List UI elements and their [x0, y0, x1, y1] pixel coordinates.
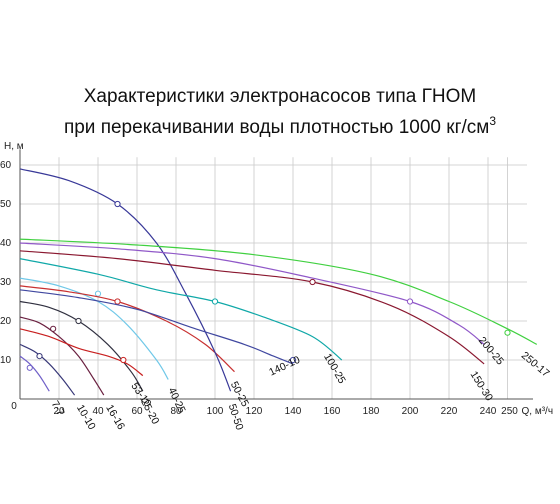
- curve-150-30: [19, 250, 485, 365]
- y-tick-label-2: 30: [0, 277, 12, 288]
- x-tick-label-11: 220: [441, 406, 458, 417]
- curve-40-25: [19, 277, 169, 380]
- x-tick-label-5: 100: [207, 406, 224, 417]
- curve-50-50: [19, 168, 232, 392]
- curve-label-140-10: 140-10: [267, 354, 302, 379]
- operating-point-100-25: [211, 298, 219, 305]
- operating-point-50-50: [114, 200, 121, 208]
- operating-point-40-25: [94, 290, 102, 297]
- x-tick-label-4: 80: [170, 406, 182, 417]
- operating-point-53-10: [120, 356, 127, 364]
- y-axis-label: Н, м: [4, 141, 24, 152]
- curve-label-250-17: 250-17: [519, 350, 552, 380]
- operating-point-150-30: [309, 278, 316, 286]
- x-tick-label-7: 140: [285, 406, 302, 417]
- y-tick-label-5: 60: [0, 160, 12, 171]
- operating-point-25-20: [75, 317, 82, 325]
- y-tick-label-3: 40: [0, 238, 12, 249]
- y-tick-label-0: 10: [0, 355, 12, 366]
- curve-7-7: [19, 355, 50, 392]
- operating-point-200-25: [406, 298, 414, 305]
- x-tick-label-8: 160: [324, 406, 341, 417]
- x-tick-label-9: 180: [363, 406, 380, 417]
- curve-label-150-30: 150-30: [468, 369, 496, 403]
- x-tick-label-3: 60: [131, 406, 143, 417]
- curve-25-20: [19, 300, 144, 392]
- curve-label-200-25: 200-25: [476, 335, 506, 368]
- y-tick-label-1: 20: [0, 316, 12, 327]
- operating-point-10-10: [36, 353, 43, 360]
- curve-140-10: [19, 289, 294, 365]
- x-tick-label-1: 20: [53, 406, 65, 417]
- operating-point-140-10: [289, 356, 297, 364]
- operating-point-7-7: [26, 364, 33, 371]
- chart-title-line2-text: при перекачивании воды плотностью 1000 к…: [63, 117, 490, 138]
- y-tick-label-4: 50: [0, 199, 12, 210]
- operating-point-16-16: [50, 325, 57, 332]
- operating-point-250-17: [504, 329, 511, 336]
- chart-title-line2: при перекачивании воды плотностью 1000 к…: [0, 110, 560, 139]
- curve-53-10: [19, 328, 144, 377]
- curve-label-100-25: 100-25: [321, 352, 348, 386]
- curve-200-25: [19, 242, 485, 345]
- curve-label-40-25: 40-25: [165, 386, 187, 416]
- x-axis-label: Q, м³/ч: [522, 406, 554, 417]
- x-tick-label-0: 0: [11, 401, 17, 412]
- chart-title-superscript: 3: [489, 114, 497, 128]
- x-tick-label-13: 250: [501, 406, 518, 417]
- curve-16-16: [19, 316, 105, 396]
- x-tick-label-12: 240: [480, 406, 497, 417]
- curve-label-16-16: 16-16: [103, 403, 127, 432]
- curve-10-10: [19, 343, 76, 396]
- x-tick-label-10: 200: [402, 406, 419, 417]
- x-tick-label-6: 120: [246, 406, 263, 417]
- chart-title-line1: Характеристики электронасосов типа ГНОМ: [83, 86, 477, 107]
- operating-point-50-25: [114, 298, 121, 305]
- x-tick-label-2: 40: [92, 406, 104, 417]
- curve-250-17: [19, 238, 538, 345]
